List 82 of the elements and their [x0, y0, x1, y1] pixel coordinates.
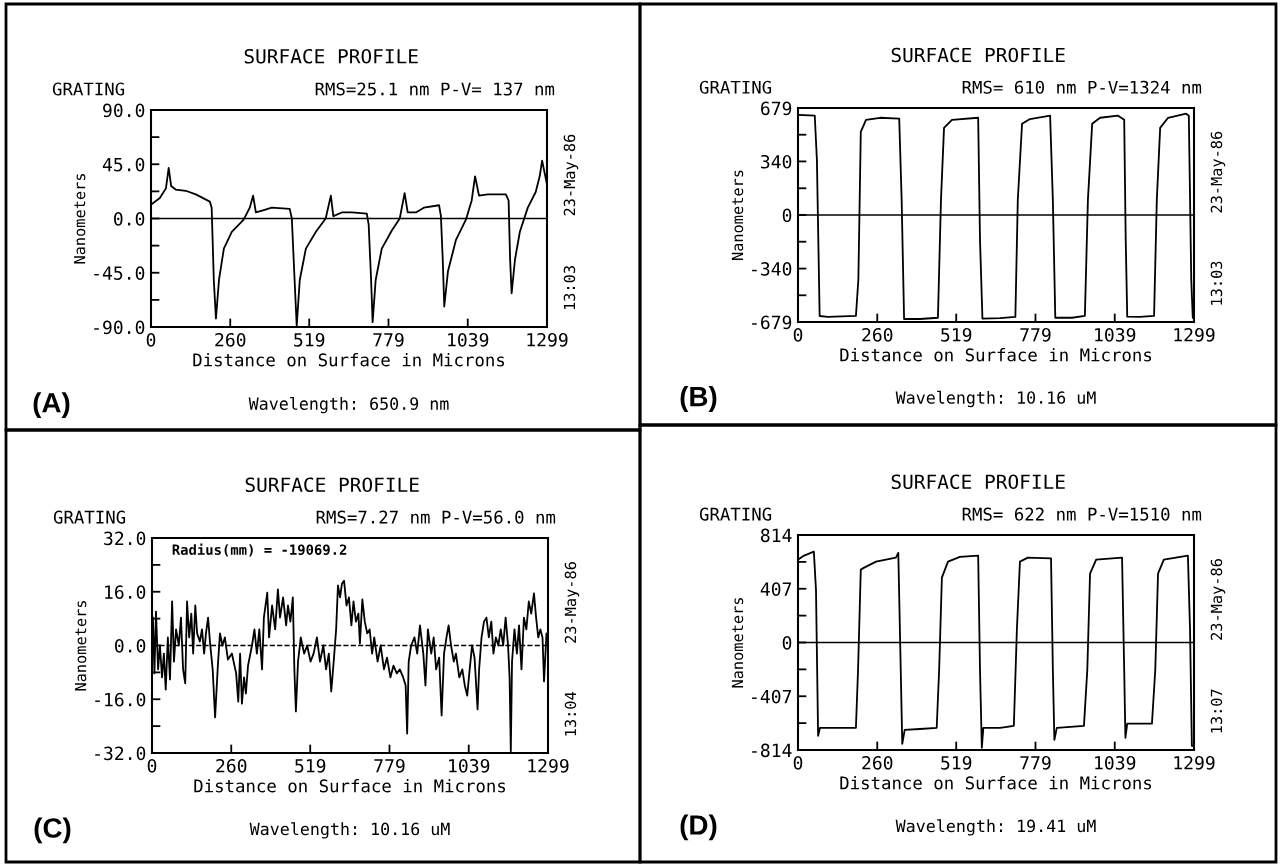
- x-tick-label: 519: [941, 755, 972, 770]
- text: 23-May-86: [1210, 131, 1226, 213]
- x-tick-label: 0: [147, 758, 157, 773]
- text: 23-May-86: [1210, 559, 1226, 640]
- y-tick-label: 0.0: [115, 639, 146, 653]
- text: RMS= 622 nm P-V=1510 nm: [962, 507, 1202, 521]
- text: GRATING: [52, 82, 125, 96]
- chart-title: SURFACE PROFILE: [245, 477, 419, 493]
- chart-title: SURFACE PROFILE: [891, 474, 1065, 490]
- x-tick-label: 779: [1020, 327, 1051, 342]
- text: RMS=25.1 nm P-V= 137 nm: [315, 82, 555, 96]
- y-tick-label: 0.0: [114, 212, 145, 226]
- y-tick-label: 407: [760, 582, 792, 596]
- chart-title: SURFACE PROFILE: [244, 48, 418, 64]
- x-tick-label: 1039: [1095, 327, 1136, 342]
- x-axis-title: Distance on Surface in Microns: [840, 776, 1152, 790]
- text: 23-May-86: [563, 134, 579, 216]
- y-tick-label: 0: [782, 636, 792, 650]
- text: 13:07: [1210, 689, 1223, 733]
- y-tick-label: 0: [782, 208, 792, 223]
- y-tick-label: 32.0: [104, 531, 146, 546]
- x-tick-label: 1299: [527, 332, 568, 347]
- x-tick-label: 1039: [449, 758, 490, 773]
- y-tick-label: -340: [752, 262, 792, 276]
- x-tick-label: 1299: [1174, 327, 1215, 342]
- y-axis-title: Nanometers: [75, 601, 87, 691]
- y-tick-label: -679: [752, 315, 792, 330]
- x-tick-label: 779: [374, 758, 405, 773]
- text: Wavelength: 10.16 uM: [249, 822, 450, 839]
- text: 13:03: [1210, 261, 1223, 305]
- y-tick-label: 45.0: [102, 157, 145, 172]
- y-axis-title: Nanometers: [731, 170, 744, 260]
- text: RMS=7.27 nm P-V=56.0 nm: [316, 510, 556, 524]
- line-series: [798, 112, 1194, 320]
- text: Wavelength: 650.9 nm: [248, 396, 449, 414]
- x-tick-label: 0: [146, 332, 156, 347]
- x-tick-label: 260: [862, 755, 893, 770]
- x-axis-title: Distance on Surface in Microns: [193, 353, 505, 367]
- text: GRATING: [53, 510, 126, 524]
- x-axis-title: Distance on Surface in Microns: [194, 779, 506, 793]
- y-tick-label: -814: [752, 743, 792, 758]
- x-tick-label: 1299: [1174, 755, 1215, 770]
- text: GRATING: [699, 507, 772, 521]
- y-tick-label: -45.0: [94, 266, 145, 280]
- text: 13:04: [564, 692, 577, 736]
- y-tick-label: 814: [760, 528, 792, 543]
- x-tick-label: 0: [793, 327, 803, 342]
- chart-title: SURFACE PROFILE: [891, 47, 1065, 63]
- y-axis-title: Nanometers: [731, 598, 744, 688]
- x-tick-label: 260: [215, 332, 246, 347]
- y-tick-label: 90.0: [103, 103, 145, 118]
- x-tick-label: 519: [941, 327, 972, 342]
- y-axis-title: Nanometers: [74, 174, 86, 264]
- x-tick-label: 519: [295, 758, 326, 773]
- annotation: Radius(mm) = -19069.2: [172, 543, 347, 557]
- text: 23-May-86: [564, 562, 580, 643]
- y-tick-label: -407: [752, 689, 792, 704]
- text: Wavelength: 10.16 uM: [895, 390, 1096, 408]
- text: (A): [33, 392, 70, 419]
- x-tick-label: 260: [216, 758, 247, 773]
- text: RMS= 610 nm P-V=1324 nm: [962, 80, 1202, 94]
- x-tick-label: 519: [294, 332, 325, 347]
- text: GRATING: [699, 80, 772, 94]
- text: (D): [680, 814, 717, 841]
- x-tick-label: 779: [1020, 755, 1051, 770]
- y-tick-label: -32.0: [95, 746, 146, 761]
- text: 13:03: [563, 266, 576, 310]
- y-tick-label: -16.0: [95, 692, 146, 707]
- y-tick-label: -90.0: [94, 320, 145, 335]
- y-tick-label: 16.0: [105, 585, 146, 599]
- x-axis-title: Distance on Surface in Microns: [840, 348, 1152, 362]
- x-tick-label: 1039: [1095, 755, 1136, 770]
- y-tick-label: 340: [761, 154, 792, 169]
- x-tick-label: 779: [373, 332, 404, 347]
- x-tick-label: 1039: [448, 332, 489, 347]
- text: Wavelength: 19.41 uM: [895, 819, 1096, 836]
- x-tick-label: 0: [793, 755, 803, 770]
- y-tick-label: 679: [761, 101, 792, 116]
- text: (C): [34, 817, 71, 844]
- x-tick-label: 260: [862, 327, 893, 342]
- text: (B): [680, 386, 717, 412]
- x-tick-label: 1299: [528, 758, 569, 773]
